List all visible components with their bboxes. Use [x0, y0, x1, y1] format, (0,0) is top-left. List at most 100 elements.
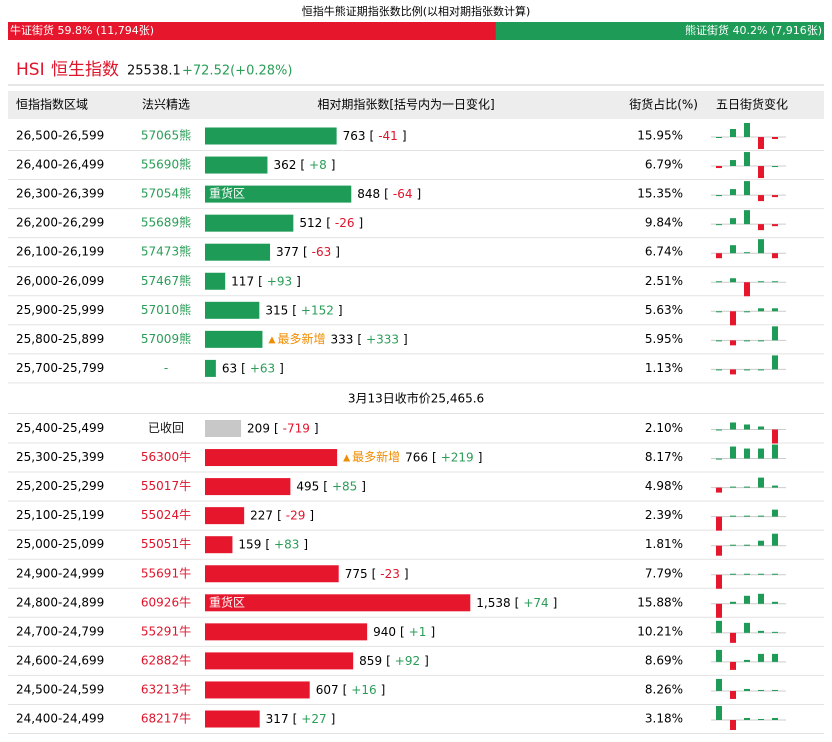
count-text: 333 [+333]	[330, 332, 407, 346]
bracket: ]	[309, 508, 314, 522]
spark-bar	[758, 593, 764, 604]
count-bar	[205, 710, 260, 728]
bull-ratio-label: 牛证街货 59.8% (11,794张)	[10, 23, 154, 37]
product: 57065熊	[141, 128, 191, 143]
spark-bar	[744, 622, 750, 633]
spark-bar	[772, 137, 778, 139]
count-bar	[205, 330, 263, 348]
bracket: ]	[416, 187, 421, 201]
new-icon	[343, 454, 351, 462]
count-text: 766 [+219]	[405, 450, 482, 464]
change: +333	[366, 332, 399, 346]
bracket: [	[303, 245, 308, 259]
spark-bar	[716, 281, 722, 283]
spark-bar	[716, 429, 722, 431]
bracket: ]	[478, 450, 483, 464]
spark-bar	[730, 601, 736, 604]
product: 55691牛	[141, 565, 191, 580]
range: 24,600-24,699	[16, 653, 104, 667]
spark-bar	[758, 689, 764, 691]
product: 57010熊	[141, 302, 191, 317]
spark-bar	[758, 515, 764, 517]
count: 512	[299, 216, 322, 230]
bracket: ]	[331, 158, 336, 172]
spark-bar	[772, 281, 778, 283]
bracket: ]	[279, 361, 284, 375]
spark-bar	[730, 573, 736, 575]
spark-bar	[716, 166, 722, 169]
spark-bar	[744, 515, 750, 517]
index-name: 恒生指数	[51, 60, 119, 80]
spark-bar	[758, 195, 764, 202]
product: 55690熊	[141, 157, 191, 172]
count-bar	[205, 652, 354, 670]
change: +219	[441, 450, 474, 464]
bracket: ]	[314, 421, 319, 435]
change: +85	[332, 479, 357, 493]
share: 15.88%	[637, 595, 683, 609]
share: 8.17%	[645, 450, 683, 464]
range: 24,900-24,999	[16, 566, 104, 580]
range: 26,100-26,199	[16, 245, 104, 259]
spark-bar	[758, 630, 764, 633]
spark-bar	[772, 689, 778, 691]
share: 2.10%	[645, 421, 683, 435]
spark-bar	[758, 426, 764, 430]
spark-bar	[730, 422, 736, 430]
count-bar	[205, 214, 294, 232]
spark-bar	[772, 166, 778, 168]
count-bar	[205, 185, 352, 203]
spark-bar	[758, 308, 764, 312]
spark-bar	[772, 444, 778, 459]
product: 55024牛	[141, 507, 191, 522]
change: -719	[283, 421, 310, 435]
share: 7.79%	[645, 566, 683, 580]
bracket: [	[370, 129, 375, 143]
count: 362	[273, 158, 296, 172]
new-tag: 最多新增	[352, 449, 400, 464]
spark-bar	[758, 166, 764, 179]
change: +83	[274, 537, 299, 551]
share: 4.98%	[645, 479, 683, 493]
spark-bar	[758, 540, 764, 546]
bracket: ]	[335, 245, 340, 259]
heavy-tag: 重货区	[209, 594, 245, 609]
count: 775	[345, 566, 368, 580]
range: 24,700-24,799	[16, 624, 104, 638]
spark-bar	[716, 706, 722, 720]
range: 25,300-25,399	[16, 450, 104, 464]
spark-bar	[744, 424, 750, 430]
bracket: [	[300, 158, 305, 172]
count-text: 377 [-63]	[276, 245, 340, 259]
change: +16	[351, 682, 376, 696]
spark-bar	[744, 369, 750, 371]
spark-bar	[772, 631, 778, 633]
count-text: 775 [-23]	[345, 566, 409, 580]
spark-bar	[744, 282, 750, 297]
change: +8	[309, 158, 327, 172]
bear-ratio-label: 熊证街货 40.2% (7,916张)	[685, 23, 822, 37]
product: 55291牛	[141, 623, 191, 638]
range: 26,400-26,499	[16, 158, 104, 172]
change: -23	[380, 566, 400, 580]
count: 1,538	[476, 595, 510, 609]
share: 15.95%	[637, 129, 683, 143]
range: 25,700-25,799	[16, 361, 104, 375]
count-text: 317 [+27]	[266, 712, 336, 726]
count-bar	[205, 681, 310, 699]
count-bar	[205, 536, 233, 554]
spark-bar	[716, 620, 722, 633]
header: 街货占比(%)	[629, 97, 698, 112]
bracket: [	[323, 479, 328, 493]
count-text: 117 [+93]	[231, 274, 301, 288]
spark-bar	[716, 545, 722, 556]
count-bar	[205, 623, 368, 641]
bracket: [	[386, 653, 391, 667]
spark-bar	[772, 653, 778, 662]
spark-bar	[730, 632, 736, 643]
product: 57054熊	[141, 186, 191, 201]
spark-bar	[744, 595, 750, 604]
count: 495	[296, 479, 319, 493]
share: 15.35%	[637, 187, 683, 201]
spark-bar	[730, 486, 736, 488]
